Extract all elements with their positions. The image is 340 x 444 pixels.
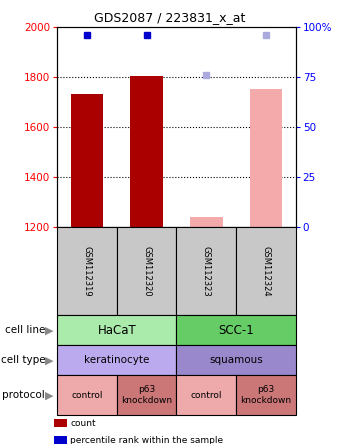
Text: GSM112324: GSM112324 <box>261 246 270 297</box>
Text: SCC-1: SCC-1 <box>218 324 254 337</box>
Text: GSM112319: GSM112319 <box>83 246 91 297</box>
Text: squamous: squamous <box>209 355 263 365</box>
Text: ▶: ▶ <box>45 325 54 335</box>
Text: GDS2087 / 223831_x_at: GDS2087 / 223831_x_at <box>94 11 246 24</box>
Text: GSM112323: GSM112323 <box>202 246 211 297</box>
Text: GSM112320: GSM112320 <box>142 246 151 297</box>
Text: percentile rank within the sample: percentile rank within the sample <box>70 436 223 444</box>
Bar <box>130 75 163 227</box>
Bar <box>250 89 283 227</box>
Text: protocol: protocol <box>2 390 45 400</box>
Text: control: control <box>190 391 222 400</box>
Text: p63
knockdown: p63 knockdown <box>240 385 291 405</box>
Text: ▶: ▶ <box>45 390 54 400</box>
Text: cell type: cell type <box>1 355 45 365</box>
Text: HaCaT: HaCaT <box>98 324 136 337</box>
Text: count: count <box>70 419 96 428</box>
Text: p63
knockdown: p63 knockdown <box>121 385 172 405</box>
Text: keratinocyte: keratinocyte <box>84 355 150 365</box>
Bar <box>70 95 103 227</box>
Text: cell line: cell line <box>5 325 45 335</box>
Bar <box>190 217 223 227</box>
Text: ▶: ▶ <box>45 355 54 365</box>
Text: control: control <box>71 391 103 400</box>
